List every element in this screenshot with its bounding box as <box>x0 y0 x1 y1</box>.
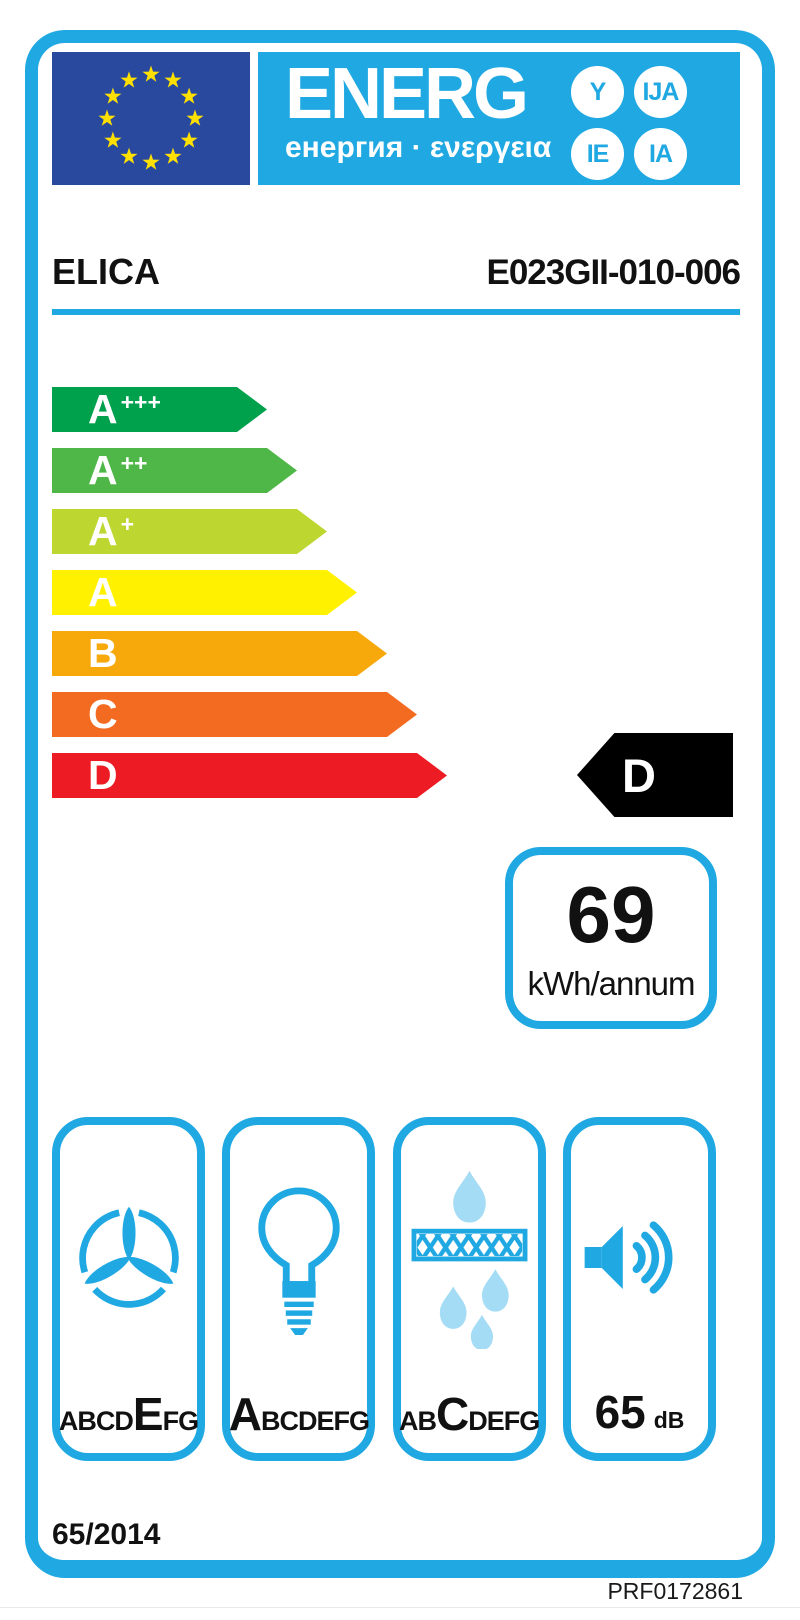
rating-arrow-letter: A <box>88 447 118 493</box>
model-identifier: E023GII-010-006 <box>486 253 741 292</box>
rating-arrow-c: C <box>52 692 417 737</box>
lighting-class-letters: ABCDEFG <box>228 1388 370 1440</box>
rating-arrow-b: B <box>52 631 387 676</box>
rating-scale: A +++ A ++ A + A B C D D <box>52 387 740 817</box>
metric-boxes: ABCDEFG <box>52 1117 716 1461</box>
rating-indicator-arrow: D <box>577 733 733 817</box>
energy-label: ENERG енергия · ενεργεια Y IJA IE IA ELI… <box>25 30 775 1578</box>
rating-arrow-a+++: A +++ <box>52 387 267 432</box>
noise-value-line: 65 dB <box>595 1389 685 1435</box>
class-letters-post: FG <box>162 1406 199 1436</box>
fluid-dynamic-class-letters: ABCDEFG <box>58 1388 199 1440</box>
filter-icon <box>401 1125 538 1391</box>
noise-box: 65 dB <box>562 1117 716 1461</box>
rating-arrow-plus: + <box>120 511 135 537</box>
noise-unit: dB <box>653 1407 685 1433</box>
suffix-y: Y <box>571 66 624 118</box>
language-suffixes: Y IJA IE IA <box>571 66 687 180</box>
rating-arrow-letter: A <box>88 386 118 432</box>
annual-energy-box: 69 kWh/annum <box>505 847 717 1029</box>
energ-wordmark: ENERG <box>285 54 529 134</box>
lighting-efficiency-box: ABCDEFG <box>222 1117 376 1461</box>
fluid-dynamic-efficiency-box: ABCDEFG <box>52 1117 205 1461</box>
rating-arrow-letter: B <box>88 630 118 676</box>
rating-arrow-plus: ++ <box>120 450 148 476</box>
class-letter-selected: C <box>436 1388 469 1440</box>
class-letters-post: BCDEFG <box>260 1406 370 1436</box>
class-letters-pre: ABCD <box>58 1406 134 1436</box>
class-letter-selected: A <box>228 1388 262 1440</box>
grease-filtering-efficiency-box: ABCDEFG <box>392 1117 546 1461</box>
supplier-row: ELICA E023GII-010-006 <box>52 251 741 295</box>
rating-arrow-d: D <box>52 753 447 798</box>
rating-arrow-letter: C <box>88 691 118 737</box>
rating-arrow-a: A <box>52 570 357 615</box>
fan-icon <box>60 1125 197 1391</box>
class-letters-pre: AB <box>399 1406 437 1436</box>
print-reference: PRF0172861 <box>607 1578 743 1604</box>
divider-rule <box>52 309 740 315</box>
speaker-icon <box>571 1125 708 1389</box>
class-letters-post: DEFG <box>468 1406 540 1436</box>
suffix-ie: IE <box>571 128 624 180</box>
grease-filtering-class-letters: ABCDEFG <box>399 1388 540 1440</box>
suffix-ija: IJA <box>634 66 687 118</box>
annual-energy-unit: kWh/annum <box>527 965 695 1002</box>
label-content: ENERG енергия · ενεργεια Y IJA IE IA ELI… <box>38 43 762 1552</box>
regulation-number: 65/2014 <box>52 1518 161 1551</box>
rating-arrow-letter: A <box>88 569 118 615</box>
annual-energy-value: 69 <box>566 870 656 959</box>
rating-indicator-letter: D <box>622 748 656 802</box>
noise-value: 65 <box>594 1386 646 1438</box>
label-header: ENERG енергия · ενεργεια Y IJA IE IA <box>52 52 740 185</box>
rating-arrow-a+: A + <box>52 509 327 554</box>
energ-banner: ENERG енергия · ενεργεια Y IJA IE IA <box>258 52 740 185</box>
class-letter-selected: E <box>132 1388 164 1440</box>
suffix-ia: IA <box>634 128 687 180</box>
rating-arrow-letter: A <box>88 508 118 554</box>
rating-arrow-letter: D <box>88 752 118 798</box>
brand-name: ELICA <box>52 251 160 292</box>
energ-subtitle: енергия · ενεργεια <box>285 131 552 165</box>
eu-flag-icon <box>52 52 250 185</box>
rating-arrow-a++: A ++ <box>52 448 297 493</box>
page-bottom-rule <box>0 1607 800 1608</box>
rating-arrow-plus: +++ <box>120 389 161 415</box>
bulb-icon <box>230 1125 367 1391</box>
